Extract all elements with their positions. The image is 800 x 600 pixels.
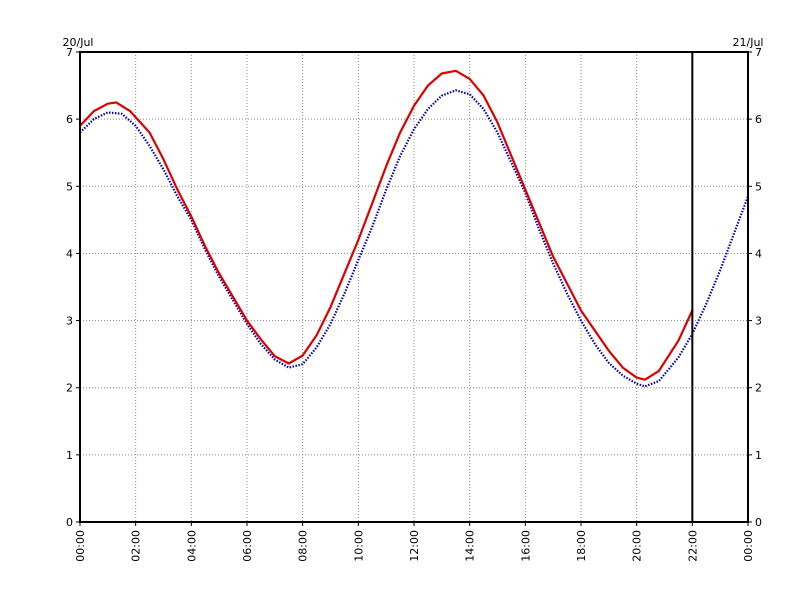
y-tick-label-right: 5 [755, 180, 762, 193]
x-tick-label: 10:00 [352, 530, 365, 562]
y-tick-label-right: 3 [755, 315, 762, 328]
y-tick-label-right: 2 [755, 382, 762, 395]
x-tick-label: 00:00 [742, 530, 755, 562]
y-tick-label-right: 6 [755, 113, 762, 126]
x-tick-label: 00:00 [74, 530, 87, 562]
y-tick-label-left: 3 [66, 315, 73, 328]
y-axis-right: 0 1 2 3 4 5 6 7 [748, 46, 762, 529]
x-tick-label: 22:00 [686, 530, 699, 562]
date-label-right: 21/Jul [733, 36, 764, 49]
y-tick-label-left: 2 [66, 382, 73, 395]
y-tick-label-left: 1 [66, 449, 73, 462]
y-tick-label-left: 4 [66, 247, 73, 260]
x-tick-label: 08:00 [297, 530, 310, 562]
x-tick-label: 16:00 [519, 530, 532, 562]
y-tick-label-left: 0 [66, 516, 73, 529]
x-tick-label: 18:00 [575, 530, 588, 562]
x-axis: 00:00 02:00 04:00 06:00 08:00 10:00 12:00 14:00… [74, 522, 755, 562]
y-tick-label-right: 0 [755, 516, 762, 529]
series-line-observed [78, 69, 694, 381]
y-tick-label-right: 7 [755, 46, 762, 59]
x-tick-label: 06:00 [241, 530, 254, 562]
x-tick-label: 20:00 [631, 530, 644, 562]
y-tick-label-right: 1 [755, 449, 762, 462]
date-label-left: 20/Jul [63, 36, 94, 49]
y-tick-label-left: 5 [66, 180, 73, 193]
series-layer [78, 69, 750, 388]
x-tick-label: 12:00 [408, 530, 421, 562]
y-tick-label-left: 6 [66, 113, 73, 126]
x-tick-label: 04:00 [185, 530, 198, 562]
y-tick-label-left: 7 [66, 46, 73, 59]
y-tick-label-right: 4 [755, 247, 762, 260]
x-tick-label: 14:00 [464, 530, 477, 562]
y-axis-left: 0 1 2 3 4 5 6 7 [66, 46, 80, 529]
x-tick-label: 02:00 [130, 530, 143, 562]
grid-lines [80, 52, 748, 522]
